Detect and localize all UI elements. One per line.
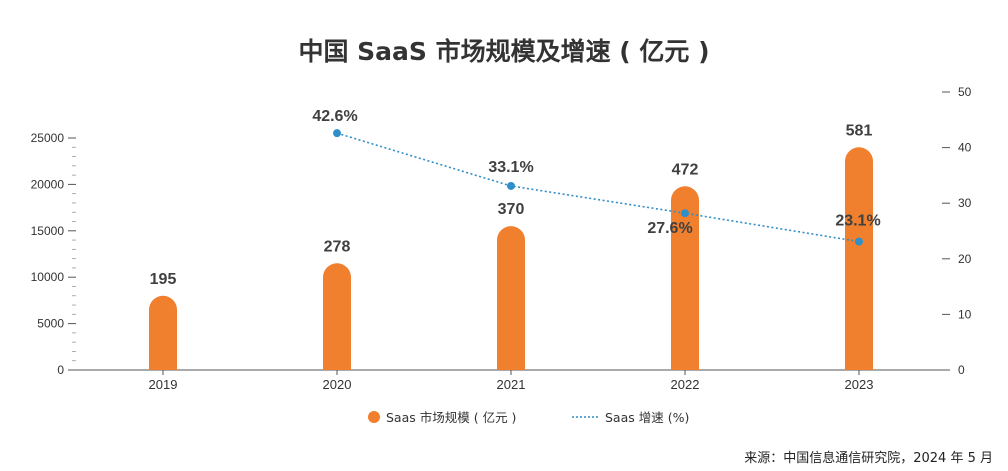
y-left-tick-label: 25000 (31, 131, 65, 145)
bar-value-label: 370 (498, 201, 525, 218)
growth-point (855, 237, 863, 246)
y-right-tick-label: 10 (958, 307, 972, 321)
growth-value-label: 23.1% (835, 213, 880, 230)
y-right-tick-label: 40 (958, 141, 972, 155)
source-note: 来源：中国信息通信研究院，2024 年 5 月 (744, 450, 993, 466)
growth-value-label: 42.6% (312, 108, 357, 125)
growth-value-label: 33.1% (488, 159, 533, 176)
y-left-tick-label: 10000 (31, 270, 65, 284)
growth-point (681, 209, 689, 218)
y-right-tick-label: 30 (958, 196, 972, 210)
growth-point (507, 181, 515, 190)
growth-point (333, 129, 341, 138)
growth-line (333, 129, 863, 246)
y-right-tick-label: 50 (958, 85, 972, 99)
legend-bar-swatch (368, 411, 380, 423)
bar-value-label: 195 (150, 271, 177, 288)
legend: Saas 市场规模 ( 亿元 ) Saas 增速 (%) (368, 410, 689, 425)
y-left-tick-label: 20000 (31, 177, 65, 191)
bar-value-label: 278 (324, 238, 351, 255)
x-tick-label: 2020 (323, 377, 352, 392)
y-right-tick-label: 20 (958, 252, 972, 266)
bars (149, 147, 873, 370)
growth-value-label: 27.6% (647, 220, 692, 237)
axes: 0 5000 10000 15000 20000 25000 0 10 20 30 40 50 2019… (31, 85, 972, 392)
bar (497, 226, 525, 370)
bar (845, 147, 873, 370)
legend-bar-label: Saas 市场规模 ( 亿元 ) (386, 410, 516, 425)
x-tick-label: 2022 (671, 377, 700, 392)
legend-line-label: Saas 增速 (%) (605, 410, 689, 425)
chart-title: 中国 SaaS 市场规模及增速 ( 亿元 ) (298, 37, 709, 66)
x-tick-label: 2019 (149, 377, 178, 392)
bar (671, 186, 699, 370)
x-tick-label: 2023 (845, 377, 874, 392)
y-left-tick-label: 5000 (37, 317, 64, 331)
y-right-tick-label: 0 (958, 363, 965, 377)
growth-line-path (336, 132, 860, 243)
y-left-tick-label: 15000 (31, 224, 65, 238)
x-tick-label: 2021 (497, 377, 526, 392)
y-left-tick-label: 0 (57, 363, 64, 377)
data-labels: 195 278 370 472 581 42.6% 33.1% 27.6% 23.1% (150, 108, 881, 288)
bar-value-label: 472 (672, 161, 699, 178)
bar (323, 263, 351, 370)
bar-value-label: 581 (846, 122, 873, 139)
bar (149, 295, 177, 370)
